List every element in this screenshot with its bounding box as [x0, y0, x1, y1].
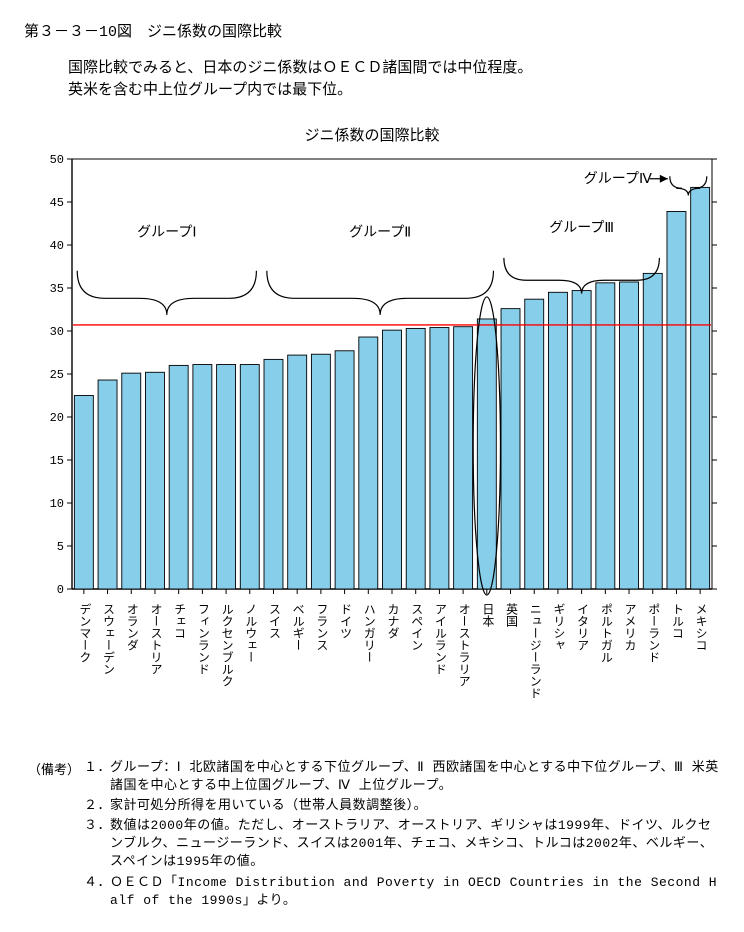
svg-text:メキシコ: メキシコ	[693, 603, 707, 651]
gini-bar-chart: 0 5 10 15 20 25 30 35 40 45 50 デンマークスウェーデンオランダオーストリ…	[34, 153, 720, 743]
footnote-number: ３．	[84, 817, 110, 872]
svg-text:ドイツ: ドイツ	[338, 603, 352, 639]
svg-text:20: 20	[50, 411, 64, 425]
svg-text:35: 35	[50, 282, 64, 296]
svg-text:ギリシャ: ギリシャ	[551, 602, 565, 650]
svg-text:イタリア: イタリア	[575, 603, 589, 651]
svg-text:10: 10	[50, 497, 64, 511]
svg-text:グループⅡ: グループⅡ	[349, 224, 411, 241]
footnote-text: 数値は2000年の値。ただし、オーストラリア、オーストリア、ギリシャは1999年…	[110, 817, 720, 872]
svg-text:30: 30	[50, 325, 64, 339]
svg-text:ベルギー: ベルギー	[290, 603, 304, 651]
svg-text:アメリカ: アメリカ	[622, 603, 636, 651]
figure-number: 第３－３－10図 ジニ係数の国際比較	[24, 20, 720, 41]
svg-text:45: 45	[50, 196, 64, 210]
svg-text:25: 25	[50, 368, 64, 382]
svg-text:0: 0	[57, 583, 64, 597]
footnote-row: ４．ＯＥＣＤ「Income Distribution and Poverty i…	[84, 874, 720, 910]
svg-text:オーストラリア: オーストラリア	[456, 602, 470, 686]
footnote-row: １．グループ：Ⅰ 北欧諸国を中心とする下位グループ、Ⅱ 西欧諸国を中心とする中下…	[84, 759, 720, 795]
svg-text:アイルランド: アイルランド	[432, 603, 446, 675]
footnotes-head: （備考）	[28, 759, 80, 913]
svg-text:ルクセンブルク: ルクセンブルク	[219, 603, 233, 687]
chart-title: ジニ係数の国際比較	[24, 124, 720, 145]
svg-text:チェコ: チェコ	[172, 603, 186, 639]
footnote-row: ３．数値は2000年の値。ただし、オーストラリア、オーストリア、ギリシャは199…	[84, 817, 720, 872]
footnote-text: ＯＥＣＤ「Income Distribution and Poverty in …	[110, 874, 720, 910]
svg-text:5: 5	[57, 540, 64, 554]
svg-text:40: 40	[50, 239, 64, 253]
svg-text:グループⅣ: グループⅣ	[584, 170, 652, 187]
svg-text:スイス: スイス	[266, 603, 280, 639]
footnote-text: 家計可処分所得を用いている（世帯人員数調整後）。	[110, 797, 720, 815]
chart-svg: 0 5 10 15 20 25 30 35 40 45 50 デンマークスウェーデンオランダオーストリ…	[34, 153, 734, 743]
svg-text:カナダ: カナダ	[385, 602, 399, 638]
svg-text:日本: 日本	[480, 603, 494, 628]
svg-text:英国: 英国	[504, 602, 518, 626]
svg-text:グループⅢ: グループⅢ	[549, 220, 614, 237]
footnote-text: グループ：Ⅰ 北欧諸国を中心とする下位グループ、Ⅱ 西欧諸国を中心とする中下位グ…	[110, 759, 720, 795]
svg-text:オーストリア: オーストリア	[148, 602, 162, 674]
svg-text:50: 50	[50, 153, 64, 167]
svg-text:オランダ: オランダ	[124, 602, 138, 650]
footnotes: （備考） １．グループ：Ⅰ 北欧諸国を中心とする下位グループ、Ⅱ 西欧諸国を中心…	[28, 759, 720, 913]
footnote-row: ２．家計可処分所得を用いている（世帯人員数調整後）。	[84, 797, 720, 815]
svg-text:グループⅠ: グループⅠ	[137, 224, 196, 241]
footnote-number: ２．	[84, 797, 110, 815]
lead-line-2: 英米を含む中上位グループ内では最下位。	[68, 81, 720, 101]
svg-text:フランス: フランス	[314, 603, 328, 651]
svg-text:フィンランド: フィンランド	[195, 603, 209, 675]
footnote-number: ４．	[84, 874, 110, 910]
svg-text:15: 15	[50, 454, 64, 468]
svg-text:スウェーデン: スウェーデン	[101, 603, 115, 675]
footnote-number: １．	[84, 759, 110, 795]
svg-text:デンマーク: デンマーク	[77, 602, 91, 662]
svg-text:ポーランド: ポーランド	[646, 602, 660, 662]
svg-text:ニュージーランド: ニュージーランド	[527, 603, 541, 699]
svg-text:ポルトガル: ポルトガル	[598, 602, 612, 662]
svg-text:ノルウェー: ノルウェー	[243, 603, 257, 663]
lead-line-1: 国際比較でみると、日本のジニ係数はＯＥＣＤ諸国間では中位程度。	[68, 59, 720, 79]
svg-text:ハンガリー: ハンガリー	[361, 603, 375, 663]
svg-text:スペイン: スペイン	[409, 603, 423, 651]
svg-text:トルコ: トルコ	[669, 603, 683, 639]
